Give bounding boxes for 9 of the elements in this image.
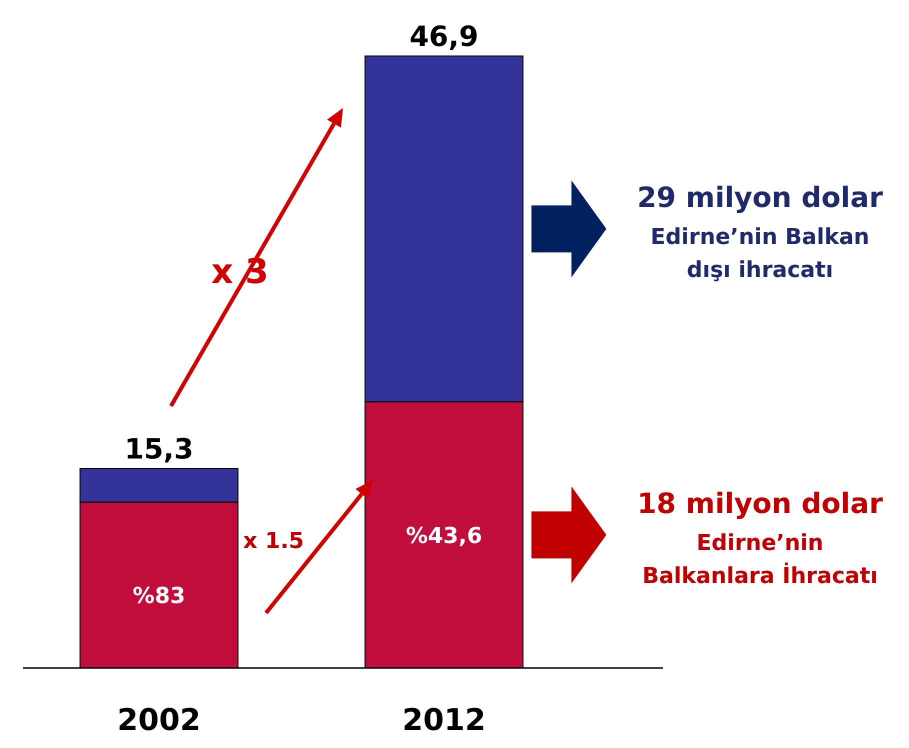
annotation: 18 milyon dolar Edirne’nin Balkanlara İhracatı <box>637 486 884 589</box>
annotation: %83 <box>132 584 186 609</box>
annotation: %43,6 <box>406 524 482 549</box>
annotation: 15,3 <box>124 432 194 466</box>
x-tick-label: 2002 <box>117 703 201 738</box>
annotation: x 1.5 <box>243 529 304 554</box>
x-tick-label: 2012 <box>402 703 486 738</box>
annotation: 29 milyon dolar Edirne’nin Balkan dışı ihracatı <box>637 180 884 283</box>
annotation: 46,9 <box>409 20 479 53</box>
